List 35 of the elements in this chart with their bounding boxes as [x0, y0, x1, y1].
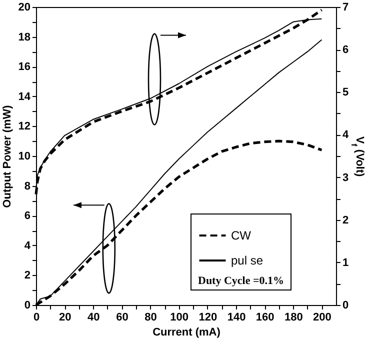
x-axis-title: Current (mA)	[152, 326, 221, 338]
annotation: Duty Cycle =0.1%	[198, 275, 284, 287]
y-tick-label: 2	[24, 270, 30, 282]
y2-tick-label: 6	[342, 44, 349, 56]
x-tick-label: 80	[144, 312, 157, 324]
y2-tick-label: 0	[342, 300, 349, 312]
x-tick-label: 20	[58, 312, 72, 324]
y-tick-label: 8	[24, 180, 30, 192]
y-tick-label: 6	[24, 210, 30, 222]
x-tick-label: 40	[88, 312, 100, 324]
x-tick-label: 160	[256, 312, 274, 324]
y-tick-label: 4	[24, 240, 32, 252]
y-tick-label: 0	[24, 300, 30, 312]
x-tick-label: 200	[313, 312, 332, 324]
x-tick-label: 60	[116, 312, 128, 324]
x-tick-label: 140	[227, 312, 246, 324]
y2-tick-label: 7	[342, 2, 349, 14]
y2-tick-label: 3	[342, 172, 349, 184]
y2-tick-label: 1	[342, 256, 349, 269]
y2-tick-label: 4	[342, 129, 350, 142]
y2-tick-label: 5	[342, 86, 349, 99]
x-tick-label: 120	[198, 312, 218, 324]
x-tick-label: 100	[170, 312, 189, 324]
x-tick-label: 0	[33, 312, 40, 324]
legend-label: pul se	[231, 254, 264, 268]
y-tick-label: 20	[18, 2, 30, 14]
x-tick-label: 180	[284, 312, 303, 324]
y-tick-label: 14	[18, 90, 32, 103]
y-axis-title: Output Power (mW)	[1, 104, 14, 208]
y-tick-label: 18	[18, 31, 30, 44]
y-tick-label: 16	[18, 61, 30, 74]
y-tick-label: 12	[18, 120, 30, 133]
y2-tick-label: 2	[342, 214, 349, 226]
legend-label: CW	[231, 228, 252, 242]
y-tick-label: 10	[18, 150, 30, 162]
